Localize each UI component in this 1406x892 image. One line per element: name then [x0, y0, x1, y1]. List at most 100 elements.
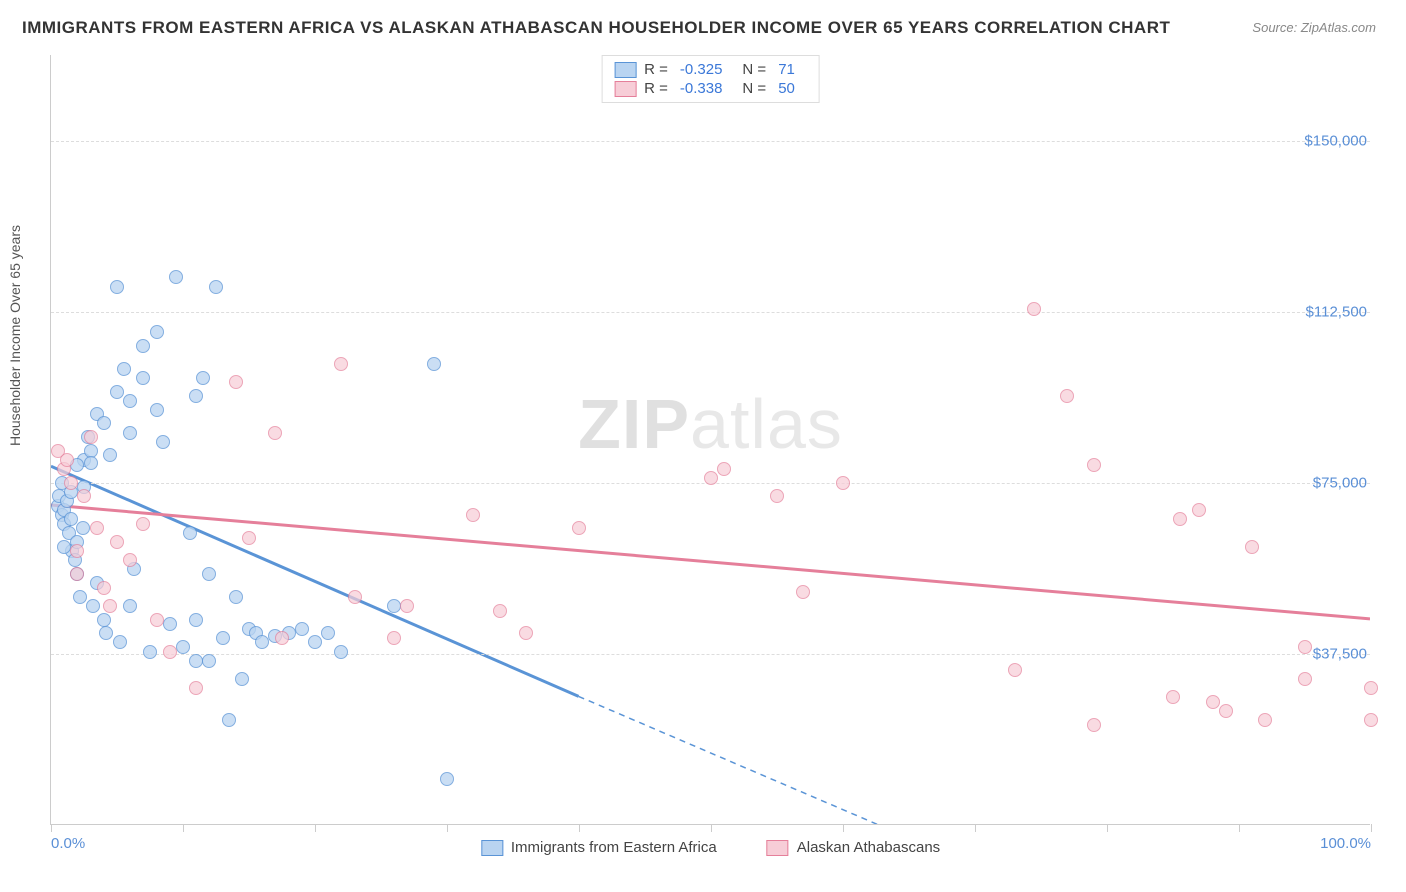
x-tick	[315, 824, 316, 832]
data-point	[1298, 672, 1312, 686]
data-point	[836, 476, 850, 490]
x-tick	[579, 824, 580, 832]
data-point	[113, 635, 127, 649]
data-point	[222, 713, 236, 727]
data-point	[1087, 458, 1101, 472]
data-point	[770, 489, 784, 503]
data-point	[796, 585, 810, 599]
watermark-bold: ZIP	[578, 385, 690, 463]
data-point	[97, 581, 111, 595]
data-point	[189, 613, 203, 627]
stat-r-value: -0.338	[680, 80, 723, 97]
x-tick	[51, 824, 52, 832]
series-swatch	[614, 62, 636, 78]
data-point	[1219, 704, 1233, 718]
data-point	[387, 599, 401, 613]
data-point	[202, 567, 216, 581]
data-point	[348, 590, 362, 604]
data-point	[229, 590, 243, 604]
data-point	[334, 357, 348, 371]
data-point	[1008, 663, 1022, 677]
chart-plot-area: ZIPatlas R =-0.325N =71R =-0.338N =50 Im…	[50, 55, 1370, 825]
data-point	[156, 435, 170, 449]
data-point	[150, 325, 164, 339]
y-tick-label: $37,500	[1313, 645, 1375, 662]
data-point	[1192, 503, 1206, 517]
x-tick	[447, 824, 448, 832]
data-point	[99, 626, 113, 640]
legend-label: Immigrants from Eastern Africa	[511, 839, 717, 856]
data-point	[123, 553, 137, 567]
data-point	[1364, 713, 1378, 727]
chart-title: IMMIGRANTS FROM EASTERN AFRICA VS ALASKA…	[22, 18, 1170, 38]
data-point	[163, 645, 177, 659]
stats-row: R = -0.325 N = 71	[614, 60, 807, 79]
data-point	[77, 489, 91, 503]
correlation-stats-box: R = -0.325 N = 71R =-0.338N =50	[601, 55, 820, 103]
trend-line-extrapolated	[579, 696, 909, 824]
data-point	[1027, 302, 1041, 316]
gridline	[51, 312, 1370, 313]
stats-row: R =-0.338N =50	[614, 79, 807, 98]
data-point	[1087, 718, 1101, 732]
data-point	[275, 631, 289, 645]
data-point	[189, 654, 203, 668]
y-tick-label: $150,000	[1304, 132, 1375, 149]
data-point	[136, 339, 150, 353]
y-axis-label: Householder Income Over 65 years	[7, 225, 23, 446]
x-tick	[183, 824, 184, 832]
data-point	[216, 631, 230, 645]
data-point	[400, 599, 414, 613]
data-point	[136, 517, 150, 531]
data-point	[229, 375, 243, 389]
data-point	[717, 462, 731, 476]
legend-item: Alaskan Athabascans	[767, 839, 940, 856]
stat-r-value: -0.325	[680, 61, 723, 78]
data-point	[202, 654, 216, 668]
data-point	[183, 526, 197, 540]
data-point	[143, 645, 157, 659]
data-point	[321, 626, 335, 640]
data-point	[1206, 695, 1220, 709]
legend-swatch	[767, 840, 789, 856]
source-attribution: Source: ZipAtlas.com	[1252, 20, 1376, 35]
data-point	[189, 681, 203, 695]
x-tick-label: 0.0%	[51, 835, 85, 852]
stat-r-label: R =	[644, 61, 668, 78]
watermark: ZIPatlas	[578, 384, 843, 464]
data-point	[1298, 640, 1312, 654]
stat-n-value: 71	[778, 61, 795, 78]
data-point	[76, 521, 90, 535]
data-point	[209, 280, 223, 294]
data-point	[334, 645, 348, 659]
source-label: Source:	[1252, 20, 1297, 35]
data-point	[308, 635, 322, 649]
data-point	[57, 540, 71, 554]
data-point	[242, 531, 256, 545]
x-tick	[1371, 824, 1372, 832]
series-swatch	[614, 81, 636, 97]
stat-n-label: N =	[742, 61, 766, 78]
gridline	[51, 141, 1370, 142]
data-point	[1364, 681, 1378, 695]
legend-swatch	[481, 840, 503, 856]
data-point	[268, 426, 282, 440]
data-point	[97, 613, 111, 627]
data-point	[84, 430, 98, 444]
data-point	[196, 371, 210, 385]
data-point	[169, 270, 183, 284]
data-point	[295, 622, 309, 636]
legend-item: Immigrants from Eastern Africa	[481, 839, 717, 856]
data-point	[86, 599, 100, 613]
data-point	[73, 590, 87, 604]
trend-lines-layer	[51, 55, 1370, 824]
watermark-rest: atlas	[690, 385, 843, 463]
gridline	[51, 654, 1370, 655]
data-point	[440, 772, 454, 786]
data-point	[387, 631, 401, 645]
data-point	[176, 640, 190, 654]
data-point	[150, 613, 164, 627]
data-point	[110, 385, 124, 399]
data-point	[519, 626, 533, 640]
data-point	[103, 448, 117, 462]
